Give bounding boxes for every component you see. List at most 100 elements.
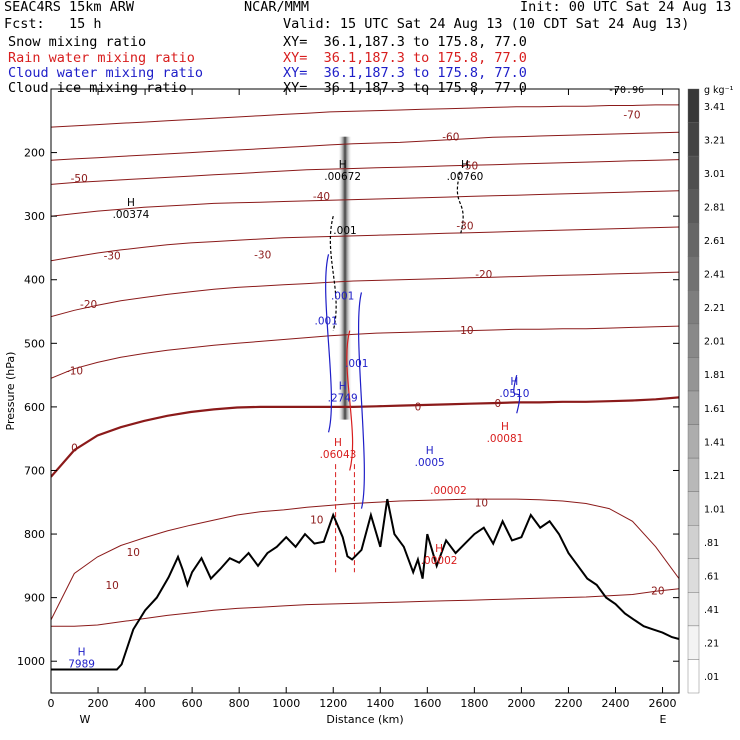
contour-label: 10 — [475, 497, 488, 509]
hydrometeor-contour — [513, 374, 521, 414]
x-tick-label: 800 — [229, 697, 250, 710]
isotherm--20 — [51, 271, 679, 318]
hydrometeor-contour — [325, 254, 333, 433]
max-marker-h: H — [334, 437, 342, 449]
colorbar-label: .21 — [704, 639, 719, 650]
x-tick-label: 1600 — [413, 697, 441, 710]
contour-label: -50 — [71, 173, 88, 185]
colorbar-swatch — [687, 357, 700, 392]
colorbar-label: 2.61 — [704, 236, 725, 247]
colorbar-swatch — [687, 491, 700, 526]
colorbar-swatch — [687, 558, 700, 593]
contour-label: 10 — [310, 514, 323, 526]
max-marker-value: .001 — [331, 291, 354, 303]
snow-column — [338, 136, 353, 420]
y-tick-label: 300 — [24, 210, 45, 223]
colorbar-swatch — [687, 155, 700, 190]
contour-label: 10 — [127, 547, 140, 559]
x-end-label-left: W — [80, 713, 91, 726]
colorbar-label: .81 — [704, 538, 719, 549]
max-marker-value: .00002 — [430, 485, 467, 497]
contour-label: -30 — [456, 221, 473, 233]
x-tick-label: 400 — [135, 697, 156, 710]
colorbar-label: 2.41 — [704, 270, 725, 281]
contour-label: 0 — [415, 401, 422, 413]
init-time: Init: 00 UTC Sat 24 Aug 13 — [520, 0, 732, 15]
colorbar-swatch — [687, 290, 700, 325]
contour-label: -30 — [254, 249, 271, 261]
max-marker-value: .00374 — [113, 209, 150, 221]
max-marker-h: H — [426, 445, 434, 457]
colorbar-swatch — [687, 390, 700, 425]
valid-time: Valid: 15 UTC Sat 24 Aug 13 (10 CDT Sat … — [283, 16, 690, 32]
max-marker-h: H — [339, 380, 347, 392]
colorbar-swatch — [687, 256, 700, 291]
max-marker-value: .00672 — [324, 171, 361, 183]
colorbar-label: 2.01 — [704, 337, 725, 348]
x-tick-label: 2200 — [554, 697, 582, 710]
field-xy-cloud-water: XY= 36.1,187.3 to 175.8, 77.0 — [283, 65, 527, 81]
colorbar-swatch — [687, 189, 700, 224]
isotherm--40 — [51, 190, 679, 217]
x-tick-label: 2000 — [507, 697, 535, 710]
y-tick-label: 800 — [24, 528, 45, 541]
x-tick-label: 200 — [88, 697, 109, 710]
isotherm--70 — [51, 104, 679, 128]
field-label-cloud-ice: Cloud ice mixing ratio — [8, 80, 187, 96]
y-tick-label: 500 — [24, 337, 45, 350]
x-tick-label: 2600 — [649, 697, 677, 710]
max-marker-value: .00002 — [421, 555, 458, 567]
chart-header: SEAC4RS 15km ARW NCAR/MMM Init: 00 UTC S… — [0, 0, 740, 100]
max-marker-value: .001 — [314, 315, 337, 327]
colorbar-label: 2.81 — [704, 202, 725, 213]
model-title: SEAC4RS 15km ARW — [4, 0, 135, 15]
contour-label: -50 — [461, 160, 478, 172]
y-tick-label: 200 — [24, 147, 45, 160]
plot-frame — [50, 88, 680, 694]
hydrometeor-contours — [325, 171, 521, 573]
colorbar-label: 1.01 — [704, 504, 725, 515]
contour-label: -20 — [80, 299, 97, 311]
isotherm--60 — [51, 131, 679, 161]
colorbar-label: 3.41 — [704, 102, 725, 113]
field-label-rain: Rain water mixing ratio — [8, 50, 195, 66]
colorbar-label: 1.61 — [704, 404, 725, 415]
max-marker-h: H — [78, 647, 86, 659]
colorbar-swatch — [687, 525, 700, 559]
max-marker-value: .00081 — [487, 433, 524, 445]
snow-shading — [338, 136, 353, 420]
x-tick-label: 1800 — [460, 697, 488, 710]
y-axis-label: Pressure (hPa) — [4, 352, 17, 431]
x-tick-label: 1200 — [319, 697, 347, 710]
org-label: NCAR/MMM — [244, 0, 310, 15]
y-tick-label: 900 — [24, 592, 45, 605]
colorbar-label: 1.81 — [704, 370, 725, 381]
max-markers: H.00374H.00672H.00760.001.001.001.001H.2… — [68, 159, 529, 671]
contour-label: 0 — [71, 443, 78, 455]
colorbar-label: 3.21 — [704, 135, 725, 146]
max-marker-value: .06043 — [320, 449, 357, 461]
colorbar-label: 1.21 — [704, 471, 725, 482]
x-tick-label: 600 — [182, 697, 203, 710]
colorbar-swatch — [687, 659, 700, 694]
colorbar-label: .61 — [704, 572, 719, 583]
max-marker-h: H — [435, 543, 443, 555]
colorbar-label: 1.41 — [704, 437, 725, 448]
temperature-contours — [51, 104, 679, 627]
colorbar-label: 2.21 — [704, 303, 725, 314]
top-right-note: -70.96 — [608, 85, 645, 96]
colorbar-units: g kg⁻¹ — [704, 85, 734, 96]
max-marker-value: .0510 — [499, 388, 529, 400]
terrain — [51, 498, 680, 671]
x-tick-label: 0 — [48, 697, 55, 710]
contour-label: -40 — [313, 191, 330, 203]
contour-label: 0 — [495, 398, 502, 410]
max-marker-value: .00760 — [447, 171, 484, 183]
colorbar-label: 3.01 — [704, 169, 725, 180]
max-marker-value: .001 — [333, 225, 356, 237]
axes: 0 200 400 600 800 1000 1200 1400 1600 1800 2000 220… — [4, 88, 680, 726]
y-tick-label: 1000 — [17, 655, 45, 668]
colorbar: 3.41 3.21 3.01 2.81 2.61 2.41 2.21 2.01 1.81 1.61… — [687, 85, 734, 694]
colorbar-swatch — [687, 592, 700, 627]
